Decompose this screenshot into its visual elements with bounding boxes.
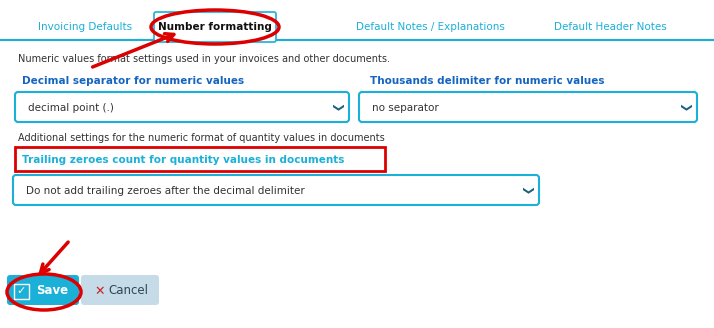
Text: Invoicing Defaults: Invoicing Defaults xyxy=(38,22,132,32)
Text: ❯: ❯ xyxy=(330,103,341,113)
Text: decimal point (.): decimal point (.) xyxy=(28,103,114,113)
FancyBboxPatch shape xyxy=(359,92,697,122)
Text: Trailing zeroes count for quantity values in documents: Trailing zeroes count for quantity value… xyxy=(22,155,344,165)
Text: ✓: ✓ xyxy=(16,286,26,296)
FancyBboxPatch shape xyxy=(13,175,539,205)
Text: Number formatting: Number formatting xyxy=(158,22,272,32)
Text: ❯: ❯ xyxy=(520,186,531,196)
FancyBboxPatch shape xyxy=(81,275,159,305)
Text: ✕: ✕ xyxy=(94,284,104,297)
FancyBboxPatch shape xyxy=(7,275,79,305)
FancyBboxPatch shape xyxy=(14,284,29,299)
Text: Numeric values format settings used in your invoices and other documents.: Numeric values format settings used in y… xyxy=(18,54,390,64)
Text: ❯: ❯ xyxy=(678,103,689,113)
Text: Additional settings for the numeric format of quantity values in documents: Additional settings for the numeric form… xyxy=(18,133,385,143)
Text: Default Header Notes: Default Header Notes xyxy=(553,22,666,32)
FancyBboxPatch shape xyxy=(154,12,276,42)
Text: Decimal separator for numeric values: Decimal separator for numeric values xyxy=(22,76,244,86)
Text: Do not add trailing zeroes after the decimal delimiter: Do not add trailing zeroes after the dec… xyxy=(26,186,305,196)
Text: Save: Save xyxy=(36,284,68,297)
Text: Thousands delimiter for numeric values: Thousands delimiter for numeric values xyxy=(370,76,605,86)
Text: Cancel: Cancel xyxy=(108,284,148,297)
FancyBboxPatch shape xyxy=(15,92,349,122)
Text: no separator: no separator xyxy=(372,103,438,113)
FancyBboxPatch shape xyxy=(15,147,385,171)
Text: Default Notes / Explanations: Default Notes / Explanations xyxy=(356,22,504,32)
